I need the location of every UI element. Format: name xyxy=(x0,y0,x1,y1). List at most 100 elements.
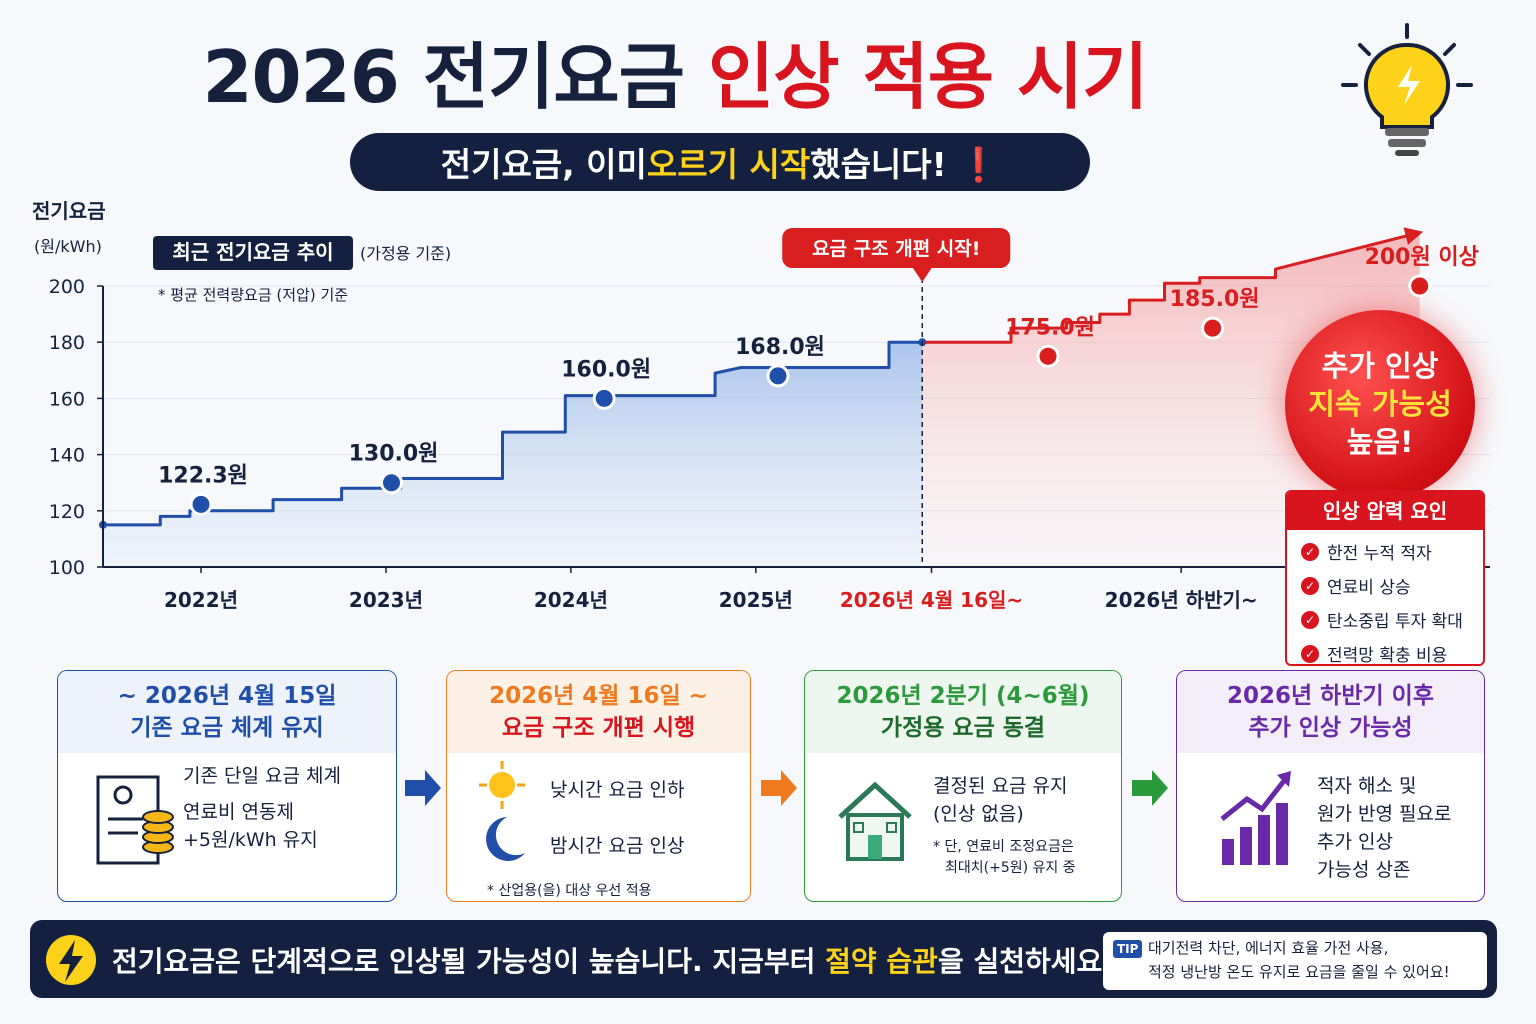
banner-text: 전기요금, 이미 xyxy=(440,145,647,184)
y-tick-label: 100 xyxy=(49,557,85,579)
note-line: 최대치(+5원) 유지 중 xyxy=(945,860,1076,876)
x-tick-label: 2025년 xyxy=(719,588,793,612)
check-icon: ✓ xyxy=(1301,644,1319,663)
data-label: 200원 이상 xyxy=(1365,245,1479,270)
banner-highlight: 오르기 시작 xyxy=(646,145,811,184)
tip-line: 적정 냉난방 온도 유지로 요금을 줄일 수 있어요! xyxy=(1148,963,1450,981)
annotation-pointer xyxy=(912,267,933,282)
y-axis-title: 전기요금 xyxy=(32,199,106,223)
card: 2026년 하반기 이후 추가 인상 가능성 적자 해소 및 원가 반영 필요로 추가 … xyxy=(1176,670,1485,902)
bolt-icon xyxy=(46,935,96,985)
card-icon xyxy=(838,781,912,861)
y-tick-label: 140 xyxy=(49,445,85,467)
callout: 추가 인상 지속 가능성 높음! xyxy=(1285,310,1475,500)
card-header: 2026년 4월 16일 ~ 요금 구조 개편 시행 xyxy=(447,671,750,753)
footer-text: 전기요금은 단계적으로 인상될 가능성이 높습니다. 지금부터 xyxy=(112,945,826,978)
tip-box xyxy=(1103,932,1487,990)
bulb-icon xyxy=(1341,23,1473,156)
card-item: 결정된 요금 유지 xyxy=(933,775,1068,797)
card-header: 2026년 2분기 (4~6월) 가정용 요금 동결 xyxy=(805,671,1121,753)
data-label: 175.0원 xyxy=(1005,315,1095,340)
factors-box: 인상 압력 요인 ✓ 한전 누적 적자 ✓ 연료비 상승 ✓ 탄소중립 투자 확대 ✓ 전력망… xyxy=(1285,490,1485,666)
data-point xyxy=(1036,344,1060,368)
check-icon: ✓ xyxy=(1301,610,1319,629)
chart-note: * 평균 전력량요금 (저압) 기준 xyxy=(158,286,348,304)
tip-text: 대기전력 차단, 에너지 효율 가전 사용, 적정 냉난방 온도 유지로 요금을 … xyxy=(1148,936,1450,984)
factor-text: 탄소중립 투자 확대 xyxy=(1327,612,1463,632)
data-label: 185.0원 xyxy=(1170,287,1260,312)
callout-line: 높음! xyxy=(1346,424,1414,459)
note-line: * 산업용(을) 대상 우선 적용 xyxy=(487,883,652,899)
y-tick-label: 180 xyxy=(49,332,85,354)
card-item: 낮시간 요금 인하 xyxy=(550,779,685,801)
page-title: 2026 전기요금 인상 적용 시기 xyxy=(0,18,1350,123)
factors-title: 인상 압력 요인 xyxy=(1287,492,1483,530)
factor-item: ✓ 연료비 상승 xyxy=(1301,573,1483,598)
card-heading: 요금 구조 개편 시행 xyxy=(501,715,696,741)
tip-line: 대기전력 차단, 에너지 효율 가전 사용, xyxy=(1148,939,1389,957)
banner-text: 했습니다! ❗ xyxy=(810,145,1000,184)
card-heading: 기존 요금 체계 유지 xyxy=(130,715,324,741)
data-point xyxy=(1201,316,1225,340)
card-item: 추가 인상 xyxy=(1317,831,1393,853)
note-line: * 단, 연료비 조정요금은 xyxy=(933,839,1074,855)
factor-text: 연료비 상승 xyxy=(1327,578,1411,598)
factor-item: ✓ 탄소중립 투자 확대 xyxy=(1301,607,1483,632)
data-point xyxy=(1408,274,1432,298)
card-heading: 가정용 요금 동결 xyxy=(880,715,1046,741)
card-body: 결정된 요금 유지 (인상 없음) * 단, 연료비 조정요금은 최대치(+5원) 유… xyxy=(805,753,1121,901)
data-label: 122.3원 xyxy=(158,463,248,488)
title-red: 인상 적용 시기 xyxy=(707,35,1149,119)
y-tick-label: 200 xyxy=(49,276,85,298)
card-item: 기존 단일 요금 체계 xyxy=(183,765,341,787)
factor-item: ✓ 한전 누적 적자 xyxy=(1301,539,1483,564)
x-tick-label: 2024년 xyxy=(534,588,608,612)
data-point xyxy=(189,492,213,516)
factor-text: 한전 누적 적자 xyxy=(1327,544,1432,564)
annotation-box xyxy=(782,228,1011,268)
footer-message: 전기요금은 단계적으로 인상될 가능성이 높습니다. 지금부터 절약 습관을 실… xyxy=(112,940,1115,980)
card-item: 연료비 연동제 xyxy=(183,801,294,823)
x-tick-label: 2026년 4월 16일~ xyxy=(840,588,1023,612)
data-label: 160.0원 xyxy=(561,357,651,382)
card-heading: 2026년 하반기 이후 xyxy=(1227,682,1434,709)
line xyxy=(922,227,1424,344)
check-icon: ✓ xyxy=(1301,542,1319,561)
card-heading: ~ 2026년 4월 15일 xyxy=(117,682,337,709)
tip-badge: TIP xyxy=(1113,940,1143,958)
card-item: 가능성 상존 xyxy=(1317,859,1411,881)
factor-text: 전력망 확충 비용 xyxy=(1327,646,1448,666)
chart-subtitle: (가정용 기준) xyxy=(360,244,451,263)
card-item: 적자 해소 및 xyxy=(1317,775,1417,797)
y-tick-label: 120 xyxy=(49,501,85,523)
card-heading: 2026년 2분기 (4~6월) xyxy=(836,682,1090,709)
card-item: +5원/kWh 유지 xyxy=(183,829,318,851)
card-note: * 산업용(을) 대상 우선 적용 xyxy=(487,881,652,901)
check-icon: ✓ xyxy=(1301,576,1319,595)
data-point xyxy=(592,386,616,410)
y-axis-unit: (원/kWh) xyxy=(34,237,102,256)
chart-title-box xyxy=(153,236,353,270)
data-point xyxy=(766,364,790,388)
y-tick-label: 160 xyxy=(49,388,85,410)
x-tick-label: 2022년 xyxy=(164,588,238,612)
card-item: 밤시간 요금 인상 xyxy=(550,835,685,857)
card-item: 원가 반영 필요로 xyxy=(1317,803,1452,825)
data-label: 168.0원 xyxy=(735,335,825,360)
card-icon xyxy=(1220,771,1291,865)
card-arrows xyxy=(405,770,1168,806)
card-icon xyxy=(479,761,525,861)
x-tick-label: 2023년 xyxy=(349,588,423,612)
callout-line: 지속 가능성 xyxy=(1308,387,1452,422)
annotation: 요금 구조 개편 시작! xyxy=(812,238,980,260)
card-heading: 추가 인상 가능성 xyxy=(1248,715,1413,741)
